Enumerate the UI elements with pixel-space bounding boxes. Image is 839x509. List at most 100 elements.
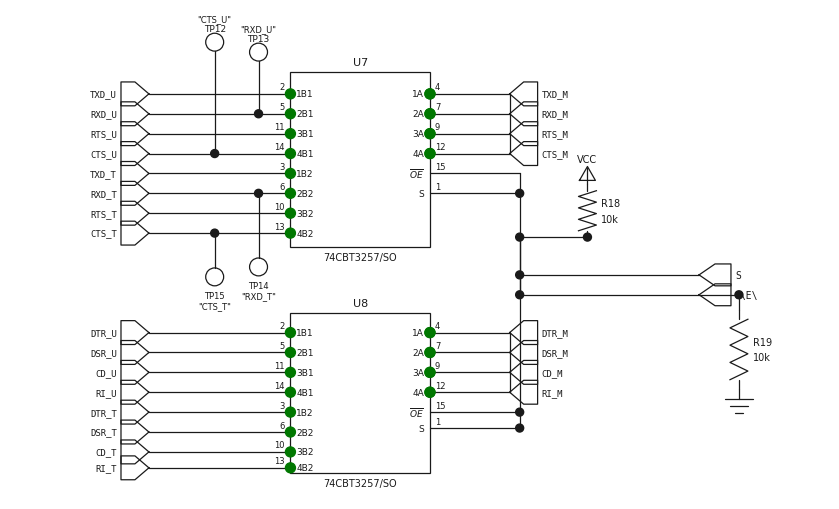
Text: 6: 6 xyxy=(279,421,284,430)
Text: TP13: TP13 xyxy=(248,35,269,44)
Text: 4: 4 xyxy=(435,322,440,330)
Text: CD_M: CD_M xyxy=(542,368,563,377)
Text: R19: R19 xyxy=(753,337,772,347)
Text: 4B1: 4B1 xyxy=(296,150,314,159)
Text: 7: 7 xyxy=(435,103,440,112)
Circle shape xyxy=(285,407,295,417)
Text: 4: 4 xyxy=(435,83,440,92)
Circle shape xyxy=(425,367,435,378)
Bar xyxy=(290,73,430,247)
Text: "CTS_U": "CTS_U" xyxy=(198,15,232,24)
Text: TP15: TP15 xyxy=(205,291,225,300)
Text: 2B1: 2B1 xyxy=(296,348,314,357)
Text: 2B2: 2B2 xyxy=(296,189,314,199)
Circle shape xyxy=(285,427,295,437)
Text: 12: 12 xyxy=(435,381,446,390)
Circle shape xyxy=(516,424,524,432)
Text: RXD_U: RXD_U xyxy=(90,110,117,119)
Text: TP12: TP12 xyxy=(204,25,226,34)
Text: 74CBT3257/SO: 74CBT3257/SO xyxy=(323,478,397,488)
Text: RXD_T: RXD_T xyxy=(90,189,117,199)
Text: U7: U7 xyxy=(352,58,367,68)
Text: 3B2: 3B2 xyxy=(296,447,314,457)
Text: 1B1: 1B1 xyxy=(296,90,314,99)
Text: RTS_M: RTS_M xyxy=(542,130,569,139)
Circle shape xyxy=(425,149,435,159)
Text: DSR_M: DSR_M xyxy=(542,348,569,357)
Circle shape xyxy=(425,348,435,358)
Text: R18: R18 xyxy=(602,199,621,208)
Text: 1B2: 1B2 xyxy=(296,408,314,417)
Text: 11: 11 xyxy=(274,361,284,370)
Text: 5: 5 xyxy=(279,342,284,350)
Circle shape xyxy=(516,291,524,299)
Text: CTS_T: CTS_T xyxy=(90,229,117,238)
Text: "RXD_U": "RXD_U" xyxy=(241,25,277,34)
Text: 9: 9 xyxy=(435,123,440,132)
Text: 1B1: 1B1 xyxy=(296,328,314,337)
Text: 2B1: 2B1 xyxy=(296,110,314,119)
Text: 1: 1 xyxy=(435,417,440,426)
Circle shape xyxy=(516,408,524,416)
Circle shape xyxy=(285,387,295,398)
Circle shape xyxy=(285,149,295,159)
Text: DSR_U: DSR_U xyxy=(90,348,117,357)
Circle shape xyxy=(425,90,435,100)
Circle shape xyxy=(211,230,219,238)
Text: CTS_M: CTS_M xyxy=(542,150,569,159)
Circle shape xyxy=(425,387,435,398)
Text: 6: 6 xyxy=(279,183,284,191)
Text: 10k: 10k xyxy=(602,214,619,224)
Circle shape xyxy=(425,90,435,100)
Circle shape xyxy=(285,189,295,199)
Text: RI_M: RI_M xyxy=(542,388,563,397)
Text: RTS_U: RTS_U xyxy=(90,130,117,139)
Circle shape xyxy=(285,463,295,473)
Circle shape xyxy=(425,109,435,120)
Text: "CTS_T": "CTS_T" xyxy=(198,301,231,310)
Text: VCC: VCC xyxy=(577,154,597,164)
Text: 11: 11 xyxy=(274,123,284,132)
Text: TP14: TP14 xyxy=(248,281,268,290)
Text: 10k: 10k xyxy=(753,353,771,363)
Text: 2A: 2A xyxy=(412,110,424,119)
Circle shape xyxy=(254,110,263,119)
Text: 3B1: 3B1 xyxy=(296,368,314,377)
Text: DTR_U: DTR_U xyxy=(90,328,117,337)
Text: CD_U: CD_U xyxy=(96,368,117,377)
Text: 3B1: 3B1 xyxy=(296,130,314,139)
Circle shape xyxy=(285,129,295,139)
Text: 2B2: 2B2 xyxy=(296,428,314,437)
Text: 10: 10 xyxy=(274,203,284,211)
Text: CD_T: CD_T xyxy=(96,447,117,457)
Text: 7: 7 xyxy=(435,342,440,350)
Text: 13: 13 xyxy=(274,222,284,231)
Text: 4A: 4A xyxy=(412,150,424,159)
Circle shape xyxy=(211,150,219,158)
Text: 2A: 2A xyxy=(412,348,424,357)
Text: RTS_T: RTS_T xyxy=(90,209,117,218)
Text: S: S xyxy=(735,270,741,280)
Text: 4B2: 4B2 xyxy=(296,463,314,472)
Text: 2: 2 xyxy=(279,322,284,330)
Circle shape xyxy=(516,271,524,279)
Circle shape xyxy=(425,367,435,378)
Circle shape xyxy=(425,129,435,139)
Text: 4B2: 4B2 xyxy=(296,229,314,238)
Text: RI_U: RI_U xyxy=(96,388,117,397)
Text: U8: U8 xyxy=(352,298,367,308)
Text: 74CBT3257/SO: 74CBT3257/SO xyxy=(323,252,397,263)
Circle shape xyxy=(425,109,435,120)
Text: 1: 1 xyxy=(435,183,440,191)
Text: 15: 15 xyxy=(435,163,446,172)
Text: CTS_U: CTS_U xyxy=(90,150,117,159)
Circle shape xyxy=(516,190,524,198)
Circle shape xyxy=(425,149,435,159)
Circle shape xyxy=(285,328,295,338)
Text: 15: 15 xyxy=(435,401,446,410)
Text: 3A: 3A xyxy=(412,130,424,139)
Text: 2: 2 xyxy=(279,83,284,92)
Text: 9: 9 xyxy=(435,361,440,370)
Text: 5: 5 xyxy=(279,103,284,112)
Circle shape xyxy=(285,229,295,239)
